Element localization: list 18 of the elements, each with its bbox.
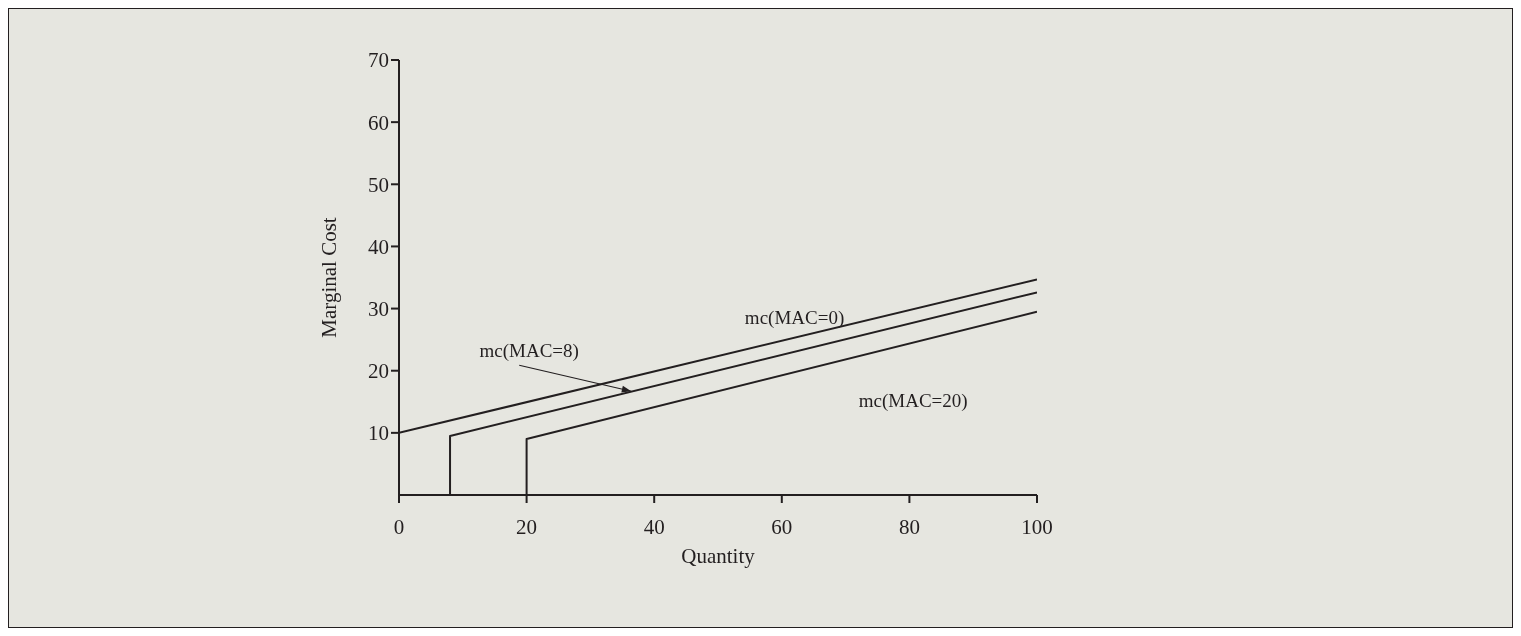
x-tick-label: 100	[1021, 514, 1053, 539]
y-tick-label: 10	[368, 421, 389, 446]
y-tick-label: 30	[368, 297, 389, 322]
annotation: mc(MAC=8)	[479, 340, 579, 363]
x-tick-label: 60	[771, 514, 793, 539]
x-tick-label: 20	[516, 514, 538, 539]
y-axis-title: Marginal Cost	[317, 217, 342, 338]
x-tick-label: 80	[898, 514, 920, 539]
y-tick-label: 40	[368, 234, 389, 259]
x-tick-label: 40	[643, 514, 665, 539]
series-label: mc(MAC=0)	[744, 306, 845, 329]
series-label: mc(MAC=20)	[858, 389, 968, 412]
x-axis-title: Quantity	[681, 544, 756, 568]
x-tick-label: 0	[393, 514, 405, 539]
y-tick-label: 70	[368, 48, 389, 73]
y-tick-label: 50	[368, 172, 389, 197]
y-tick-label: 20	[368, 359, 389, 384]
y-tick-label: 60	[368, 110, 389, 135]
